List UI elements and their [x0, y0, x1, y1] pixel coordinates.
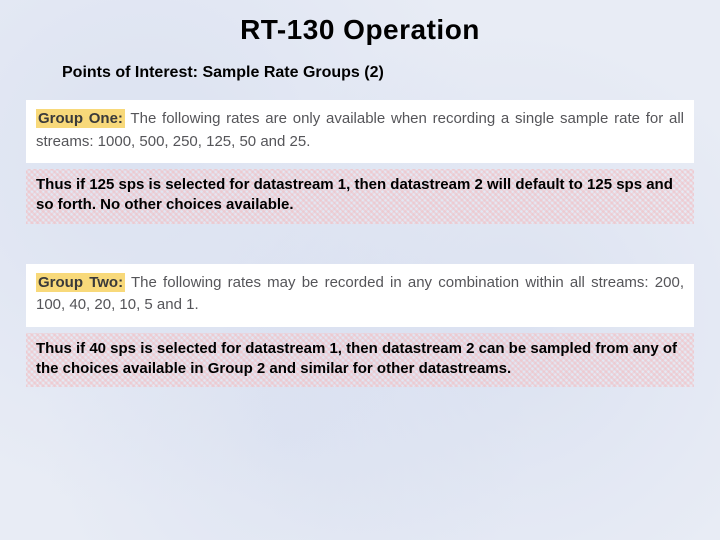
group-two-text: The following rates may be recorded in a… [36, 274, 684, 314]
page-title: RT-130 Operation [0, 0, 720, 46]
group-two-label: Group Two: [36, 273, 125, 292]
subtitle: Points of Interest: Sample Rate Groups (… [0, 46, 720, 82]
group-one-text: The following rates are only available w… [36, 110, 684, 150]
spacer [0, 224, 720, 246]
explanation-two: Thus if 40 sps is selected for datastrea… [26, 333, 694, 388]
group-one-block: Group One: The following rates are only … [26, 100, 694, 163]
group-one-label: Group One: [36, 109, 125, 128]
explanation-one: Thus if 125 sps is selected for datastre… [26, 169, 694, 224]
group-two-block: Group Two: The following rates may be re… [26, 264, 694, 327]
